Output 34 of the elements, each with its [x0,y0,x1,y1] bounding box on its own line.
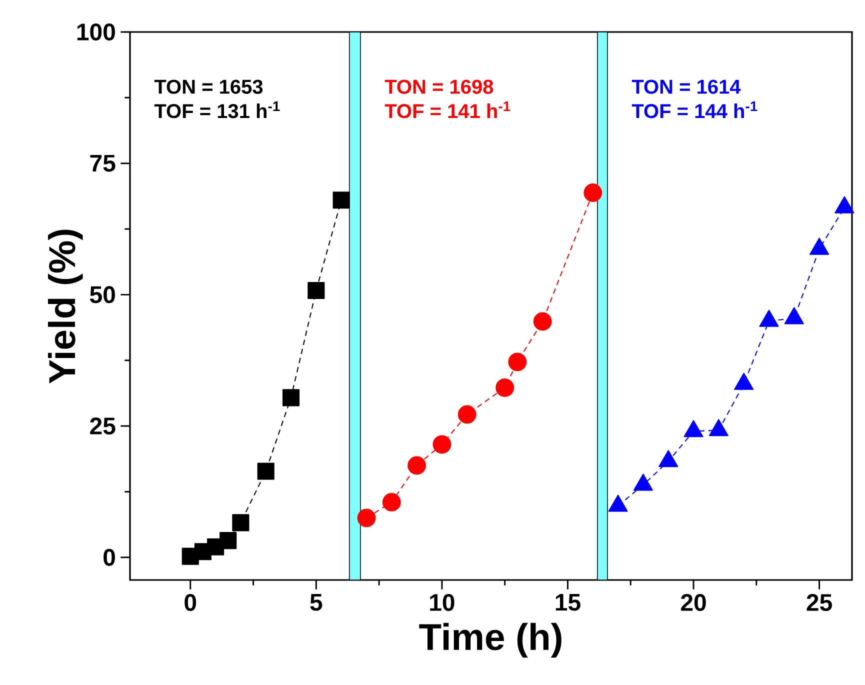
x-tick-label: 20 [681,594,706,612]
point [232,514,250,532]
point [458,405,476,424]
point [408,456,426,475]
y-tick-label: 25 [90,418,116,435]
annotation: TON = 1698 [384,80,494,94]
point [220,532,237,550]
annotation: TOF = 131 h$^{-1}$ [154,101,280,118]
y-tick-label: 0 [104,548,115,566]
y-tick-label: 100 [77,23,115,40]
x-tick-label: 15 [556,594,580,611]
point [357,508,376,528]
point [432,435,452,454]
x-axis-title: Time (h) [419,622,562,658]
annotation: TOF = 141 h$^{-1}$ [384,101,510,118]
annotation: TON = 1614 [632,80,741,94]
point [584,184,602,202]
point [533,312,552,331]
point [308,282,325,300]
y-tick-label: 50 [90,286,115,304]
y-axis-title: Yield (%) [48,230,83,384]
point [496,378,514,397]
annotation: TON = 1653 [154,80,263,94]
annotation: TOF = 144 h$^{-1}$ [632,101,758,118]
point [382,493,401,512]
x-tick-label: 25 [806,594,832,612]
point [282,389,300,406]
point [257,462,274,480]
y-tick-label: 75 [90,154,116,172]
x-tick-label: 10 [430,594,454,612]
point [332,192,350,209]
x-tick-label: 0 [184,594,196,612]
point [508,352,527,372]
x-tick-label: 5 [310,594,322,611]
